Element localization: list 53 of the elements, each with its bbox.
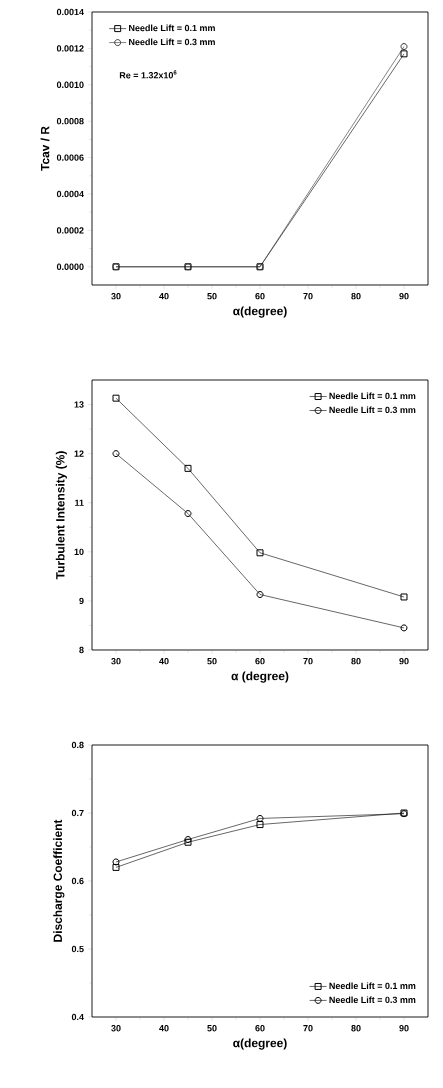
x-tick-label: 60 bbox=[255, 293, 265, 300]
legend-label: Needle Lift = 0.3 mm bbox=[329, 996, 416, 1004]
y-tick-label: 0.0010 bbox=[56, 81, 84, 88]
y-tick-label: 0.5 bbox=[71, 945, 84, 953]
x-tick-label: 70 bbox=[303, 293, 313, 300]
y-tick-label: 0.0002 bbox=[56, 227, 84, 234]
x-tick-label: 30 bbox=[111, 293, 121, 300]
x-tick-label: 40 bbox=[159, 1025, 169, 1032]
x-tick-label: 80 bbox=[351, 1025, 361, 1032]
x-tick-label: 90 bbox=[399, 1025, 409, 1032]
legend-label: Needle Lift = 0.3 mm bbox=[129, 38, 215, 46]
y-axis-title: Turbulent Intensity (%) bbox=[55, 451, 67, 580]
x-tick-label: 80 bbox=[351, 658, 361, 665]
y-tick-label: 0.8 bbox=[71, 741, 84, 749]
x-tick-label: 50 bbox=[207, 658, 217, 665]
legend-label: Needle Lift = 0.3 mm bbox=[329, 406, 416, 414]
x-tick-label: 90 bbox=[399, 293, 409, 300]
x-tick-label: 60 bbox=[255, 658, 265, 665]
x-tick-label: 30 bbox=[111, 1025, 121, 1032]
y-tick-label: 11 bbox=[75, 499, 84, 506]
y-tick-label: 0.0004 bbox=[56, 190, 84, 198]
y-tick-label: 0.0012 bbox=[56, 45, 84, 52]
legend-label: Needle Lift = 0.1 mm bbox=[329, 982, 416, 990]
y-tick-label: 12 bbox=[74, 450, 84, 457]
x-axis-title: α(degree) bbox=[233, 306, 287, 318]
y-tick-label: 0.0006 bbox=[56, 154, 84, 161]
x-tick-label: 70 bbox=[303, 658, 313, 665]
y-tick-label: 0.0014 bbox=[56, 8, 84, 16]
x-tick-label: 80 bbox=[351, 293, 361, 300]
y-tick-label: 0.0000 bbox=[56, 263, 84, 270]
y-tick-label: 9 bbox=[79, 597, 84, 605]
annotation: Re = 1.32x10$^{6}$ bbox=[119, 70, 177, 79]
x-tick-label: 30 bbox=[111, 658, 121, 665]
y-tick-label: 0.4 bbox=[71, 1013, 84, 1021]
x-tick-label: 40 bbox=[159, 658, 169, 665]
y-tick-label: 10 bbox=[74, 548, 84, 555]
x-tick-label: 40 bbox=[159, 293, 169, 300]
legend-label: Needle Lift = 0.1 mm bbox=[129, 24, 215, 32]
y-tick-label: 8 bbox=[79, 646, 84, 654]
x-tick-label: 70 bbox=[303, 1025, 313, 1032]
x-tick-label: 60 bbox=[255, 1025, 265, 1032]
y-tick-label: 0.0008 bbox=[56, 118, 84, 125]
legend-label: Needle Lift = 0.1 mm bbox=[329, 392, 416, 400]
y-axis-title: Tcav / R bbox=[40, 126, 50, 171]
y-tick-label: 13 bbox=[74, 401, 84, 408]
x-tick-label: 50 bbox=[207, 293, 217, 300]
x-axis-title: α(degree) bbox=[233, 1038, 287, 1050]
x-axis-title: α (degree) bbox=[231, 671, 289, 683]
y-tick-label: 0.7 bbox=[71, 809, 84, 817]
x-tick-label: 90 bbox=[399, 658, 409, 665]
y-axis-title: Discharge Coefficient bbox=[53, 819, 65, 942]
x-tick-label: 50 bbox=[207, 1025, 217, 1032]
y-tick-label: 0.6 bbox=[71, 877, 84, 885]
